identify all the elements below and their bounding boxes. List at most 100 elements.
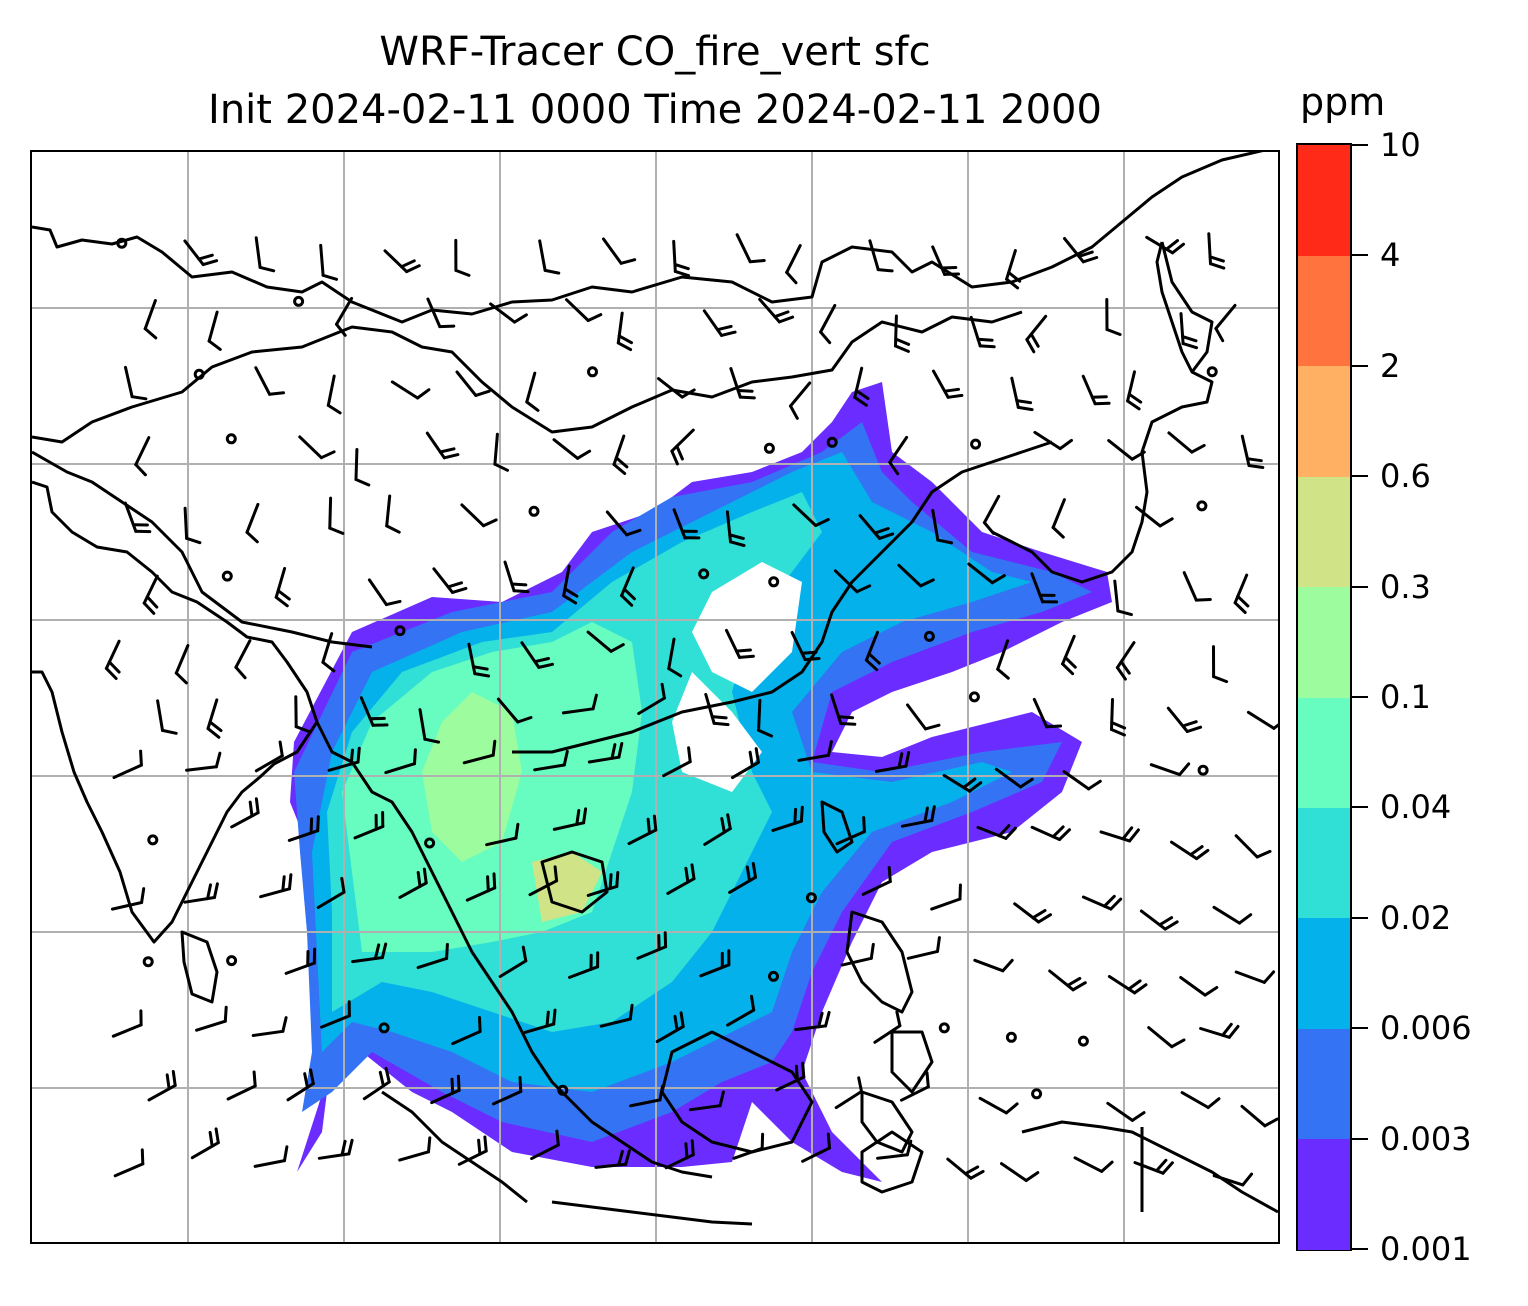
wind-barb-flag bbox=[925, 1071, 930, 1089]
wind-barb bbox=[1240, 1104, 1278, 1128]
wind-barb bbox=[906, 936, 941, 960]
wind-barb-flag bbox=[888, 460, 900, 476]
wind-barb-shaft bbox=[143, 299, 157, 331]
wind-barb bbox=[457, 1135, 488, 1166]
wind-barb bbox=[1005, 249, 1022, 290]
wind-barb-flag bbox=[1077, 250, 1094, 258]
wind-barb bbox=[335, 296, 354, 337]
wind-barb-flag bbox=[321, 660, 336, 673]
wind-barb-flag bbox=[491, 739, 497, 757]
wind-barb bbox=[234, 639, 252, 680]
wind-barb-shaft bbox=[384, 762, 416, 775]
wind-barb-flag bbox=[555, 1129, 560, 1147]
wind-barb-flag bbox=[445, 942, 449, 960]
calm-wind-marker bbox=[116, 237, 128, 249]
wind-barb-flag bbox=[477, 1138, 482, 1156]
wind-barb-shaft bbox=[946, 1157, 973, 1180]
wind-barb-shaft bbox=[873, 1024, 902, 1044]
wind-barb bbox=[792, 503, 830, 527]
wind-barb-shaft bbox=[493, 432, 499, 466]
wind-barb-shaft bbox=[335, 296, 354, 326]
wind-barb-shaft bbox=[1166, 706, 1189, 733]
wind-barb-shaft bbox=[612, 434, 626, 466]
wind-barb bbox=[789, 381, 812, 420]
wind-barb-shaft bbox=[1233, 573, 1249, 605]
wind-barb-flag bbox=[729, 540, 746, 547]
wind-barb-shaft bbox=[1107, 975, 1137, 995]
wind-barb bbox=[1166, 706, 1203, 733]
wind-barb-shaft bbox=[565, 298, 590, 322]
plume-yellow bbox=[532, 852, 602, 922]
wind-barb bbox=[657, 377, 696, 399]
wind-barb-shaft bbox=[552, 438, 580, 460]
wind-barb bbox=[801, 1132, 831, 1163]
wind-barb bbox=[525, 371, 540, 412]
wind-barb-flag bbox=[794, 1064, 799, 1082]
wind-barb bbox=[840, 942, 875, 967]
wind-barb-shaft bbox=[104, 639, 121, 670]
wind-barb bbox=[1233, 573, 1250, 614]
wind-barb-shaft bbox=[416, 956, 449, 970]
colorbar-segment bbox=[1298, 697, 1350, 808]
wind-barb-flag bbox=[923, 806, 929, 824]
map-subtitle: Init 2024-02-11 0000 Time 2024-02-11 200… bbox=[208, 87, 1102, 133]
wind-barb-flag bbox=[134, 463, 147, 477]
wind-barb-flag bbox=[512, 589, 530, 594]
wind-barb bbox=[195, 1005, 228, 1032]
wind-barb-flag bbox=[867, 652, 881, 665]
wind-barb-flag bbox=[748, 259, 766, 264]
wind-barb-flag bbox=[423, 737, 441, 744]
wind-barb-flag bbox=[968, 781, 983, 793]
calm-wind-marker bbox=[698, 568, 710, 580]
wind-barb-flag bbox=[451, 586, 468, 594]
wind-barb bbox=[1073, 1156, 1114, 1173]
wind-barb-flag bbox=[283, 1145, 289, 1163]
colorbar-segment bbox=[1298, 1138, 1350, 1250]
wind-barb-flag bbox=[145, 595, 159, 609]
wind-barb bbox=[702, 309, 737, 337]
wind-barb bbox=[994, 767, 1034, 789]
wind-barb bbox=[351, 942, 388, 964]
wind-barb-flag bbox=[1212, 675, 1229, 684]
wind-barb-shaft bbox=[1179, 312, 1185, 346]
wind-barb-flag bbox=[895, 1010, 902, 1028]
wind-barb-shaft bbox=[1025, 314, 1048, 342]
wind-barb bbox=[932, 369, 964, 399]
wind-barb-flag bbox=[319, 450, 336, 460]
wind-barb-flag bbox=[454, 268, 471, 277]
wind-barb-shaft bbox=[1081, 374, 1097, 406]
wind-barb-shaft bbox=[183, 506, 189, 540]
wind-barb-flag bbox=[1116, 609, 1133, 617]
wind-barb bbox=[207, 310, 222, 351]
wind-barb bbox=[568, 951, 600, 979]
wind-barb-flag bbox=[1061, 662, 1075, 676]
wind-barb-flag bbox=[1161, 1161, 1174, 1175]
wind-barb-flag bbox=[274, 595, 289, 608]
wind-barb-flag bbox=[340, 1139, 347, 1157]
map-canvas bbox=[32, 152, 1278, 1242]
calm-wind-marker bbox=[226, 955, 238, 967]
wind-barb-flag bbox=[690, 1139, 695, 1157]
wind-barb-flag bbox=[803, 657, 821, 662]
wind-barb-flag bbox=[936, 936, 941, 953]
wind-barb-flag bbox=[197, 253, 214, 261]
wind-barb bbox=[655, 1011, 685, 1044]
wind-barb-shaft bbox=[111, 1023, 143, 1038]
wind-barb-shaft bbox=[385, 494, 392, 528]
wind-barb-flag bbox=[533, 657, 550, 664]
wind-barb-flag bbox=[673, 1014, 679, 1032]
clear-patch-1 bbox=[692, 562, 802, 692]
wind-barb-flag bbox=[837, 715, 855, 720]
wind-barb bbox=[384, 748, 417, 775]
wind-barb bbox=[664, 1139, 695, 1170]
wind-barb-flag bbox=[1170, 1038, 1186, 1049]
wind-barb bbox=[254, 366, 285, 396]
wind-barb bbox=[637, 682, 666, 715]
wind-barb-flag bbox=[616, 341, 633, 352]
colorbar-tick bbox=[1352, 916, 1368, 919]
wind-barb-flag bbox=[1058, 828, 1071, 841]
wind-barb-shaft bbox=[432, 567, 454, 594]
wind-barb-flag bbox=[1029, 332, 1040, 348]
wind-barb-flag bbox=[673, 262, 690, 271]
wind-barb-flag bbox=[1128, 828, 1140, 843]
